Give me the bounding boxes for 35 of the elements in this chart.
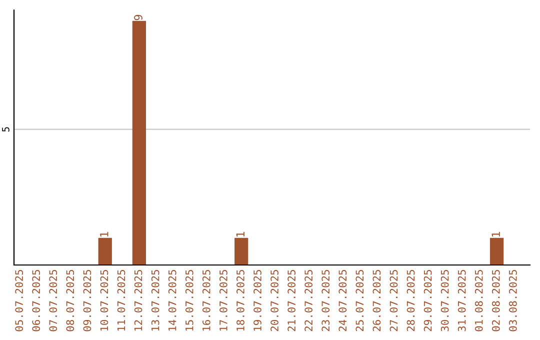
x-tick-label: 05.07.2025 [15,270,24,332]
x-tick-label: 23.07.2025 [322,270,330,332]
x-tick-label: 27.07.2025 [390,270,398,332]
y-tick-label: 5 [2,127,10,132]
data-label: 9 [134,14,142,20]
data-label: 1 [100,232,108,237]
x-tick-label: 11.07.2025 [117,270,126,331]
x-tick-label: 22.07.2025 [304,270,313,332]
x-tick-label: 17.07.2025 [219,270,228,331]
x-tick-label: 21.07.2025 [288,270,296,332]
data-label: 1 [492,232,500,237]
x-tick-label: 01.08.2025 [474,270,483,332]
x-tick-label: 08.07.2025 [66,270,74,332]
x-tick-label: 10.07.2025 [100,270,108,331]
x-tick-label: 19.07.2025 [254,270,262,331]
x-tick-label: 09.07.2025 [83,270,92,332]
x-tick-label: 16.07.2025 [202,270,210,331]
x-tick-label: 29.07.2025 [424,270,432,332]
x-tick-label: 31.07.2025 [458,270,466,332]
x-tick-label: 07.07.2025 [49,270,58,332]
x-tick-label: 20.07.2025 [270,270,278,332]
x-tick-label: 24.07.2025 [338,270,347,332]
x-tick-label: 12.07.2025 [134,270,142,331]
x-tick-label: 06.07.2025 [32,270,40,332]
x-tick-label: 28.07.2025 [406,270,415,332]
x-tick-label: 15.07.2025 [185,270,194,331]
x-tick-label: 18.07.2025 [236,270,244,331]
x-tick-label: 26.07.2025 [372,270,381,332]
x-tick-label: 13.07.2025 [151,270,160,331]
x-tick-label: 02.08.2025 [492,270,500,332]
x-tick-label: 03.08.2025 [508,270,517,332]
x-tick-label: 25.07.2025 [356,270,364,332]
x-tick-label: 14.07.2025 [168,270,176,331]
x-tick-label: 30.07.2025 [440,270,449,332]
data-label: 1 [236,232,244,237]
